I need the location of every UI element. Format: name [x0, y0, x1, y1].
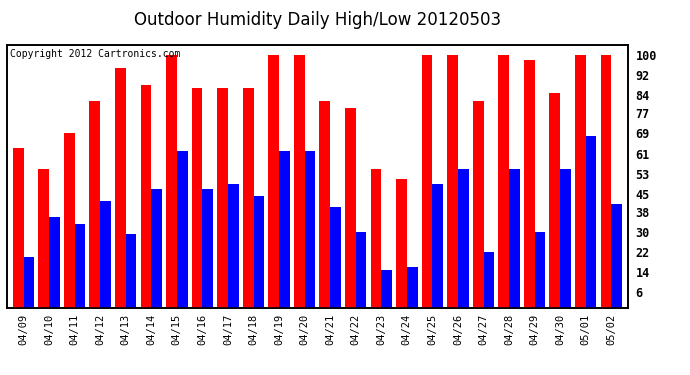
Bar — [524, 60, 535, 308]
Bar — [345, 108, 356, 308]
Bar — [228, 184, 239, 308]
Bar — [611, 204, 622, 308]
Bar — [294, 55, 304, 308]
Bar — [509, 169, 520, 308]
Bar — [560, 169, 571, 308]
Bar — [115, 68, 126, 308]
Bar — [473, 100, 484, 308]
Bar — [177, 151, 188, 308]
Bar — [422, 55, 433, 308]
Bar — [126, 234, 137, 308]
Bar — [141, 86, 151, 308]
Bar — [407, 267, 417, 308]
Bar — [279, 151, 290, 308]
Bar — [447, 55, 458, 308]
Bar — [331, 207, 341, 308]
Bar — [535, 232, 545, 308]
Bar — [458, 169, 469, 308]
Bar — [23, 257, 34, 307]
Bar — [90, 100, 100, 308]
Bar — [39, 169, 49, 308]
Bar — [382, 270, 392, 308]
Bar — [371, 169, 382, 308]
Bar — [13, 148, 23, 308]
Bar — [549, 93, 560, 308]
Bar — [498, 55, 509, 308]
Bar — [64, 134, 75, 308]
Text: Copyright 2012 Cartronics.com: Copyright 2012 Cartronics.com — [10, 49, 180, 59]
Bar — [151, 189, 162, 308]
Bar — [100, 201, 111, 308]
Bar — [433, 184, 443, 308]
Bar — [166, 55, 177, 308]
Bar — [217, 88, 228, 308]
Bar — [319, 100, 331, 308]
Bar — [49, 217, 60, 308]
Bar — [600, 55, 611, 308]
Bar — [202, 189, 213, 308]
Bar — [396, 179, 407, 308]
Text: Outdoor Humidity Daily High/Low 20120503: Outdoor Humidity Daily High/Low 20120503 — [134, 11, 501, 29]
Bar — [75, 224, 86, 308]
Bar — [192, 88, 202, 308]
Bar — [484, 252, 494, 308]
Bar — [586, 136, 596, 308]
Bar — [253, 196, 264, 308]
Bar — [575, 55, 586, 308]
Bar — [356, 232, 366, 308]
Bar — [304, 151, 315, 308]
Bar — [243, 88, 253, 308]
Bar — [268, 55, 279, 308]
